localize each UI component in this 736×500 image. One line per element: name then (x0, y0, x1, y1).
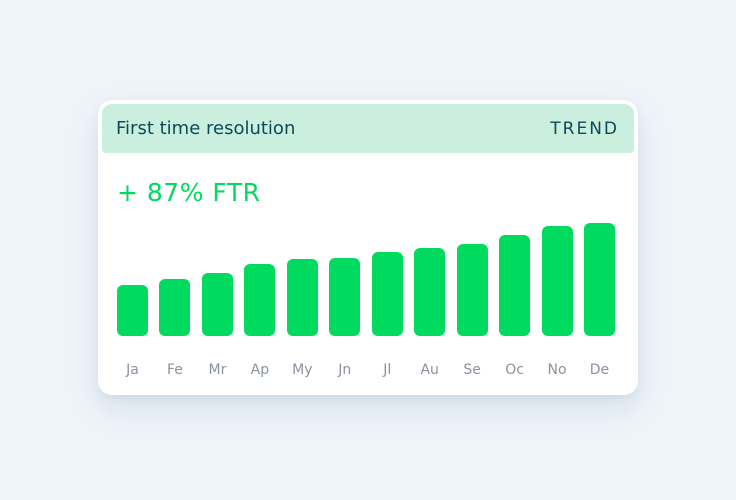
bar-jn (329, 258, 361, 336)
trend-card: First time resolution TREND + 87% FTR Ja… (98, 100, 638, 395)
bar-fe (159, 279, 191, 336)
x-tick-label-my: My (292, 362, 313, 378)
bar-chart-bars (117, 223, 615, 336)
x-tick-label-se: Se (463, 362, 481, 378)
bar-chart-labels: Ja Fe Mr Ap My Jn Jl Au Se Oc No De (117, 362, 615, 378)
bar-oc (499, 235, 531, 336)
bar-ja (117, 285, 148, 336)
x-tick-label-ja: Ja (126, 362, 139, 378)
x-tick-label-fe: Fe (167, 362, 183, 378)
card-header: First time resolution TREND (102, 104, 634, 153)
x-tick-label-mr: Mr (208, 362, 227, 378)
bar-no (541, 226, 573, 336)
bar-au (414, 248, 446, 336)
x-tick-label-jl: Jl (383, 362, 392, 378)
bar-jl (371, 252, 403, 336)
bar-chart: Ja Fe Mr Ap My Jn Jl Au Se Oc No De (117, 223, 615, 378)
x-tick-label-jn: Jn (338, 362, 352, 378)
metric-value: + 87% FTR (117, 178, 261, 207)
x-tick-label-au: Au (420, 362, 439, 378)
bar-ap (244, 264, 276, 336)
bar-se (456, 244, 488, 336)
x-tick-label-oc: Oc (505, 362, 524, 378)
bar-de (583, 223, 615, 336)
x-tick-label-ap: Ap (250, 362, 270, 378)
bar-mr (201, 273, 233, 336)
x-tick-label-no: No (547, 362, 567, 378)
trend-view-label[interactable]: TREND (550, 118, 619, 139)
card-body: + 87% FTR Ja Fe Mr Ap My Jn Jl Au Se Oc No De (98, 153, 638, 378)
card-title: First time resolution (116, 118, 296, 139)
x-tick-label-de: De (589, 362, 610, 378)
bar-my (286, 259, 318, 336)
